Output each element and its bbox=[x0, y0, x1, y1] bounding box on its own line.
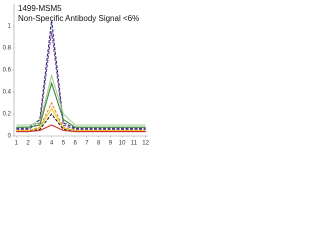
y-tick-label: 0.8 bbox=[3, 46, 12, 52]
x-tick-label: 1 bbox=[15, 141, 19, 147]
x-tick-label: 7 bbox=[85, 141, 89, 147]
series-line bbox=[16, 124, 146, 133]
x-tick-label: 3 bbox=[38, 141, 42, 147]
x-tick-label: 12 bbox=[142, 141, 149, 147]
chart: 1499-MSM5 Non-Specific Antibody Signal <… bbox=[3, 4, 150, 147]
y-tick-label: 0.4 bbox=[3, 90, 12, 96]
chart-subtitle: Non-Specific Antibody Signal <6% bbox=[18, 14, 139, 23]
series-line bbox=[16, 101, 146, 132]
series-line bbox=[16, 73, 146, 126]
y-tick-label: 1 bbox=[8, 24, 12, 30]
y-tick-label: 0 bbox=[8, 134, 12, 140]
x-tick-label: 10 bbox=[119, 141, 126, 147]
x-tick-label: 5 bbox=[62, 141, 66, 147]
x-tick-label: 9 bbox=[109, 141, 113, 147]
x-tick-label: 11 bbox=[131, 141, 138, 147]
axis bbox=[13, 4, 148, 137]
x-tick-label: 4 bbox=[50, 141, 54, 147]
page: {"chart_data": {"type": "line", "title":… bbox=[0, 0, 150, 150]
x-tick-label: 2 bbox=[26, 141, 30, 147]
series-line bbox=[16, 107, 146, 132]
x-tick-label: 8 bbox=[97, 141, 101, 147]
series-line bbox=[16, 20, 146, 129]
series-line bbox=[16, 81, 146, 128]
chart-title: 1499-MSM5 bbox=[18, 4, 62, 13]
x-tick-label: 6 bbox=[73, 141, 77, 147]
y-tick-label: 0.6 bbox=[3, 68, 12, 74]
y-tick-label: 0.2 bbox=[3, 112, 12, 118]
series-line bbox=[16, 31, 146, 130]
